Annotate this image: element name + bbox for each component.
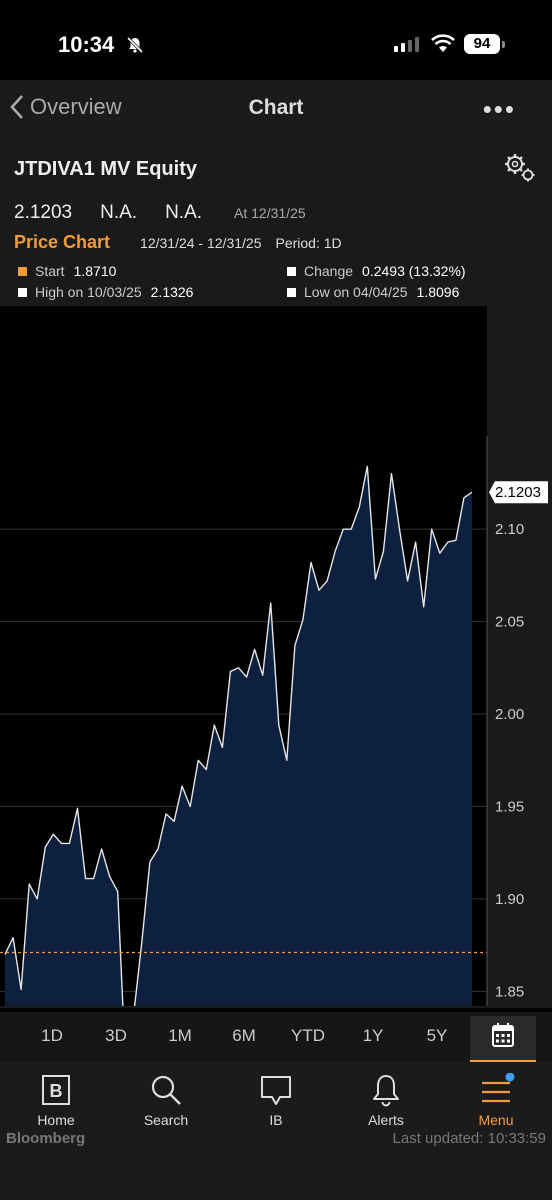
tab-home-label: Home [37, 1112, 75, 1128]
tab-search[interactable]: Search [116, 1070, 216, 1128]
chart-header: Price Chart 12/31/24 - 12/31/25 Period: … [14, 232, 342, 253]
as-of-date: At 12/31/25 [234, 205, 306, 221]
stat-high-value: 2.1326 [150, 284, 194, 300]
chart-card: JTDIVA1 MV Equity 2.1203 N.A. N.A. At 12… [0, 138, 552, 1008]
tab-search-label: Search [143, 1112, 189, 1128]
bell-slash-icon [126, 36, 144, 54]
change-legend-swatch [287, 266, 296, 276]
bloomberg-brand: Bloomberg [6, 1130, 86, 1147]
tab-alerts[interactable]: Alerts [336, 1070, 436, 1128]
battery-indicator: 94 [464, 34, 500, 54]
security-title: JTDIVA1 MV Equity [14, 158, 197, 180]
y-tick-label-6: 2.10 [495, 521, 524, 538]
back-label: Overview [30, 94, 122, 119]
nav-bar: Overview Chart ••• [0, 80, 552, 138]
last-value-tag [489, 481, 548, 504]
chat-bubble-icon [261, 1076, 291, 1105]
status-time: 10:34 [58, 32, 115, 57]
y-tick-label-4: 2.00 [495, 706, 524, 723]
period-ytd-button[interactable]: YTD [291, 1026, 325, 1045]
date-range[interactable]: 12/31/24 - 12/31/25 [140, 235, 262, 251]
stat-low-value: 1.8096 [416, 284, 460, 300]
settings-gear-icon[interactable] [502, 152, 536, 182]
price-area [5, 466, 472, 1006]
bloomberg-b-icon: B [42, 1075, 70, 1105]
stat-high: High on 10/03/25 2.1326 [18, 284, 193, 300]
period-3d-button[interactable]: 3D [105, 1026, 127, 1045]
period-6m-button[interactable]: 6M [232, 1026, 256, 1045]
net-change: N.A. [100, 202, 138, 223]
high-legend-swatch [18, 287, 27, 297]
y-tick-label-5: 2.05 [495, 614, 524, 631]
back-button[interactable]: Overview [10, 94, 122, 120]
tab-ib[interactable]: IB [226, 1070, 326, 1128]
search-icon [151, 1075, 181, 1105]
more-options-icon[interactable]: ••• [482, 94, 516, 124]
price-chart[interactable]: 1.801.851.901.952.002.052.10JFMAMJJASOND… [0, 306, 552, 1006]
stat-change-label: Change [304, 263, 354, 279]
period-label[interactable]: Period: 1D [275, 235, 342, 251]
stat-start-label: Start [35, 263, 65, 279]
stat-low: Low on 04/04/25 1.8096 [287, 284, 459, 300]
tab-ib-label: IB [269, 1112, 283, 1128]
page-title: Chart [248, 96, 304, 119]
stat-high-label: High on 10/03/25 [35, 284, 142, 300]
menu-hamburger-icon [482, 1073, 515, 1103]
start-legend-swatch [18, 266, 27, 276]
y-tick-label-1: 1.85 [495, 983, 524, 1000]
calendar-icon [492, 1023, 514, 1047]
status-bar: 10:34 94 [0, 0, 552, 80]
y-tick-label-3: 1.95 [495, 798, 524, 815]
pct-change: N.A. [165, 202, 203, 223]
stat-change: Change 0.2493 (13.32%) [287, 263, 466, 279]
bell-icon [373, 1075, 399, 1107]
stat-low-label: Low on 04/04/25 [304, 284, 408, 300]
period-1m-button[interactable]: 1M [168, 1026, 192, 1045]
tab-menu-label: Menu [478, 1112, 514, 1128]
last-price: 2.1203 [14, 202, 73, 223]
chevron-left-icon [10, 95, 23, 119]
calendar-button[interactable] [470, 1016, 536, 1062]
tab-menu[interactable]: Menu [446, 1070, 546, 1128]
price-row: 2.1203 N.A. N.A. At 12/31/25 [14, 202, 334, 224]
period-5y-button[interactable]: 5Y [426, 1026, 448, 1045]
wifi-icon [431, 34, 455, 52]
signal-icon [394, 37, 419, 52]
period-1y-button[interactable]: 1Y [362, 1026, 384, 1045]
battery-tip [502, 41, 505, 48]
price-line [4, 465, 473, 1006]
period-1d-button[interactable]: 1D [41, 1026, 63, 1045]
svg-text:B: B [50, 1081, 63, 1101]
last-value-label: 2.1203 [495, 484, 541, 501]
bottom-tab-bar: B Home Search IB Alerts Menu Bloomberg L… [0, 1062, 552, 1200]
tab-home[interactable]: B Home [6, 1070, 106, 1128]
low-legend-swatch [287, 287, 296, 297]
stat-start: Start 1.8710 [18, 263, 116, 279]
stat-start-value: 1.8710 [73, 263, 117, 279]
tab-alerts-label: Alerts [368, 1112, 404, 1128]
period-selector: 1D 3D 1M 6M YTD 1Y 5Y [0, 1012, 552, 1062]
stat-change-value: 0.2493 (13.32%) [362, 263, 466, 279]
price-chart-label[interactable]: Price Chart [14, 232, 111, 252]
last-updated: Last updated: 10:33:59 [392, 1130, 546, 1147]
y-tick-label-2: 1.90 [495, 891, 524, 908]
